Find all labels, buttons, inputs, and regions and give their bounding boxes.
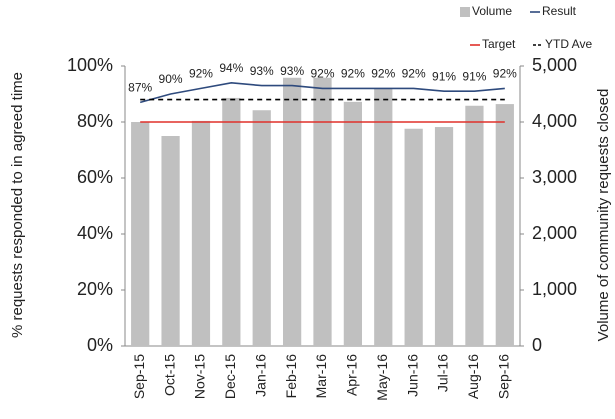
- data-label: 94%: [219, 61, 243, 75]
- data-label: 92%: [402, 67, 426, 81]
- y-tick-label: 40%: [77, 223, 113, 243]
- data-label: 91%: [432, 69, 456, 83]
- x-tick-label: Nov-15: [192, 354, 208, 399]
- y-tick-label: 0%: [87, 335, 113, 355]
- x-tick-label: Jul-16: [435, 354, 451, 392]
- line: [139, 81, 505, 104]
- x-tick-label: Mar-16: [313, 354, 329, 399]
- x-tick-label: Sep-15: [131, 354, 147, 399]
- y2-tick-label: 4,000: [532, 111, 577, 131]
- x-tick-label: Feb-16: [283, 354, 299, 399]
- y2-tick-label: 3,000: [532, 167, 577, 187]
- data-label: 90%: [159, 72, 183, 86]
- x-tick-label: Jan-16: [252, 354, 268, 397]
- data-label: 92%: [310, 67, 334, 81]
- bar: [343, 101, 362, 346]
- y-tick-label: 80%: [77, 111, 113, 131]
- x-tick-label: Jun-16: [404, 354, 420, 397]
- bar: [131, 122, 150, 346]
- y2-tick-label: 5,000: [532, 55, 577, 75]
- y-tick-label: 100%: [67, 55, 113, 75]
- bar: [404, 128, 423, 346]
- y-tick-label: 20%: [77, 279, 113, 299]
- data-label: 92%: [371, 67, 395, 81]
- data-label: 87%: [128, 81, 152, 95]
- legend-label: Volume: [472, 4, 512, 18]
- data-label: 92%: [189, 67, 213, 81]
- data-label: 92%: [341, 67, 365, 81]
- y-axis-title: % requests responded to in agreed time: [9, 72, 26, 338]
- y2-axis-title: Volume of community requests closed: [595, 89, 612, 342]
- legend-swatch: [460, 7, 470, 17]
- x-tick-label: Apr-16: [344, 354, 360, 396]
- x-tick-label: Sep-16: [496, 354, 512, 399]
- legend-label: Result: [542, 4, 577, 18]
- x-tick-label: May-16: [374, 354, 390, 401]
- bar: [161, 136, 180, 346]
- bar: [495, 104, 514, 346]
- data-label: 92%: [493, 67, 517, 81]
- y2-tick-label: 1,000: [532, 279, 577, 299]
- y2-tick-label: 2,000: [532, 223, 577, 243]
- bar: [434, 127, 454, 346]
- bar: [191, 120, 211, 346]
- legend-label: Target: [482, 37, 516, 51]
- legend-label: YTD Ave: [545, 37, 592, 51]
- y-tick-label: 60%: [77, 167, 113, 187]
- x-tick-label: Oct-15: [161, 354, 177, 396]
- data-label: 91%: [462, 69, 486, 83]
- bar: [313, 77, 332, 346]
- bar: [283, 77, 302, 346]
- x-tick-label: Aug-16: [465, 354, 481, 399]
- data-label: 93%: [250, 64, 274, 78]
- bar: [252, 110, 271, 347]
- y2-tick-label: 0: [532, 335, 542, 355]
- x-tick-label: Dec-15: [222, 354, 238, 399]
- bar: [465, 105, 484, 346]
- bar: [222, 97, 241, 346]
- data-label: 93%: [280, 64, 304, 78]
- bar: [374, 88, 393, 347]
